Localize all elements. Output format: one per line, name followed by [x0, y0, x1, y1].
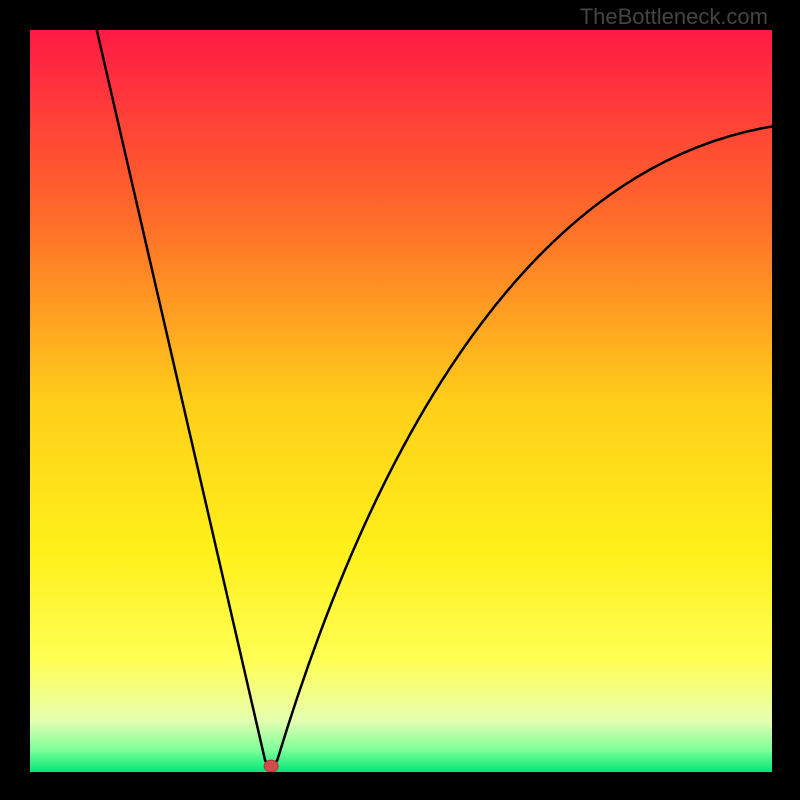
- chart-svg: [30, 30, 772, 772]
- gradient-background: [30, 30, 772, 772]
- chart-svg-holder: [30, 30, 772, 777]
- optimum-marker-icon: [264, 760, 278, 772]
- chart-frame: TheBottleneck.com: [0, 0, 800, 800]
- watermark-text: TheBottleneck.com: [580, 4, 768, 30]
- plot-area: [30, 30, 772, 772]
